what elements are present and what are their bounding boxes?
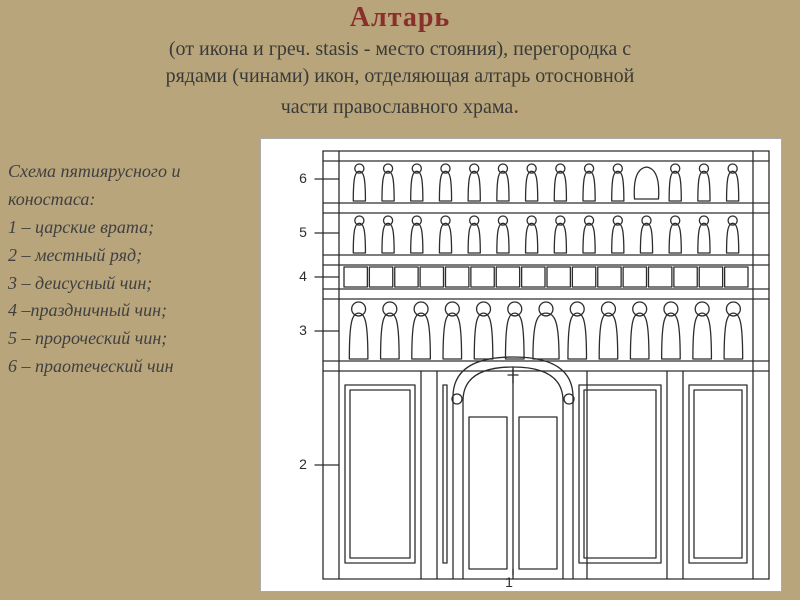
- legend-item-3: 3 – деисусный чин;: [8, 270, 248, 298]
- iconostasis-diagram: 6 5 4 3 2 1: [260, 138, 782, 592]
- svg-text:3: 3: [299, 322, 307, 338]
- svg-text:2: 2: [299, 456, 307, 472]
- subtitle-line-1: (от икона и греч. stasis - место стояния…: [169, 38, 631, 60]
- legend: Схема пятиярусного и коностаса: 1 – царс…: [8, 158, 248, 381]
- subtitle-dot: .: [513, 93, 519, 119]
- legend-item-1: 1 – царские врата;: [8, 214, 248, 242]
- page-title: Алтарь: [0, 0, 800, 34]
- svg-text:6: 6: [299, 170, 307, 186]
- subtitle-line-2: рядами (чинами) икон, отделяющая алтарь …: [166, 65, 635, 87]
- legend-item-4: 4 –праздничный чин;: [8, 297, 248, 325]
- legend-heading-2: коностаса:: [8, 186, 248, 214]
- legend-heading-1: Схема пятиярусного и: [8, 158, 248, 186]
- subtitle: (от икона и греч. stasis - место стояния…: [0, 34, 800, 122]
- legend-item-5: 5 – пророческий чин;: [8, 325, 248, 353]
- legend-item-6: 6 – праотеческий чин: [8, 353, 248, 381]
- subtitle-line-3: части православного храма: [281, 96, 514, 118]
- svg-text:1: 1: [505, 574, 513, 590]
- svg-text:5: 5: [299, 224, 307, 240]
- svg-text:4: 4: [299, 268, 307, 284]
- legend-item-2: 2 – местный ряд;: [8, 242, 248, 270]
